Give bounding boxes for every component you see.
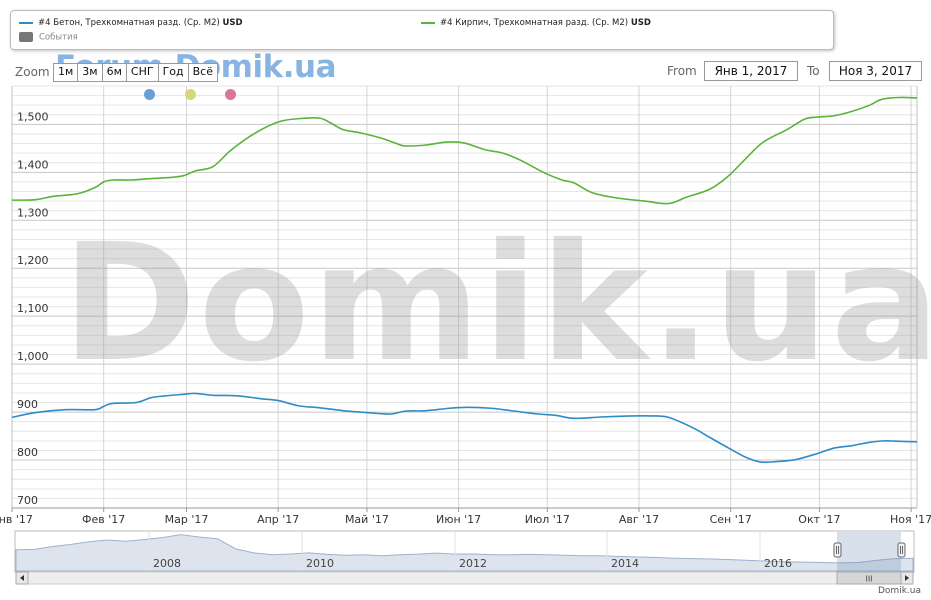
navigator-year-label: 2008	[153, 557, 181, 570]
credit-label[interactable]: Domik.ua	[878, 586, 921, 596]
x-tick-label: Май '17	[345, 513, 389, 526]
series-line-kirpich	[11, 96, 918, 205]
zoom-label: Zoom	[15, 65, 50, 79]
y-tick-label: 700	[17, 494, 38, 507]
y-tick-label: 1,500	[17, 110, 49, 123]
watermark-center: Domik.ua	[62, 210, 931, 398]
legend-unit-beton: USD	[222, 18, 243, 28]
arrow-right-icon	[905, 575, 909, 581]
events-label: События	[39, 32, 78, 43]
x-tick-label: Янв '17	[0, 513, 33, 526]
navigator-year-label: 2012	[459, 557, 487, 570]
zoom-year-button[interactable]: Год	[159, 64, 189, 81]
events-swatch	[19, 32, 33, 42]
x-tick-label: Апр '17	[257, 513, 299, 526]
from-date-input[interactable]: Янв 1, 2017	[704, 61, 798, 81]
legend-line-kirpich	[421, 21, 435, 24]
to-label: To	[807, 64, 820, 78]
navigator-handle-right[interactable]	[897, 542, 906, 558]
x-tick-label: Июл '17	[525, 513, 570, 526]
legend-line-beton	[19, 21, 33, 24]
y-tick-label: 900	[17, 398, 38, 411]
legend-item-events[interactable]: События	[19, 32, 78, 43]
y-tick-label: 1,100	[17, 302, 49, 315]
zoom-buttons: 1м 3м 6м СНГ Год Всё	[53, 63, 218, 82]
y-tick-label: 1,400	[17, 158, 49, 171]
event-dot-yellow[interactable]	[185, 89, 196, 100]
navigator-year-label: 2010	[306, 557, 334, 570]
legend-unit-kirpich: USD	[630, 18, 651, 28]
scrollbar-track	[15, 571, 914, 585]
x-tick-label: Июн '17	[436, 513, 481, 526]
arrow-left-icon	[20, 575, 24, 581]
to-date-input[interactable]: Ноя 3, 2017	[829, 61, 922, 81]
navigator-handle-left[interactable]	[833, 542, 842, 558]
y-tick-label: 800	[17, 446, 38, 459]
legend: #4 Бетон, Трехкомнатная разд. (Ср. М2) U…	[10, 10, 834, 50]
x-tick-label: Авг '17	[619, 513, 659, 526]
navigator-series-area	[15, 534, 914, 572]
zoom-6m-button[interactable]: 6м	[103, 64, 127, 81]
navigator-year-label: 2016	[764, 557, 792, 570]
y-tick-labels: 700 800 900 1,000 1,100 1,200 1,300 1,400 1,500	[17, 110, 49, 507]
from-label: From	[667, 64, 697, 78]
zoom-all-button[interactable]: Всё	[192, 65, 213, 78]
x-tick-labels: Янв '17 Фев '17 Мар '17 Апр '17 Май '17 Июн '…	[0, 508, 931, 526]
scrollbar-grip: III	[865, 575, 872, 584]
series-layer	[11, 96, 918, 464]
event-dot-blue[interactable]	[144, 89, 155, 100]
y-tick-label: 1,200	[17, 254, 49, 267]
navigator-selection[interactable]	[837, 532, 901, 571]
x-tick-label: Фев '17	[82, 513, 125, 526]
y-tick-label: 1,000	[17, 350, 49, 363]
legend-item-beton[interactable]: #4 Бетон, Трехкомнатная разд. (Ср. М2) U…	[19, 18, 243, 28]
zoom-1m-button[interactable]: 1м	[54, 64, 79, 81]
plot-grid	[11, 85, 918, 509]
zoom-ytd-button[interactable]: СНГ	[127, 64, 159, 81]
navigator-year-label: 2014	[611, 557, 639, 570]
zoom-3m-button[interactable]: 3м	[78, 64, 103, 81]
navigator: 2008 2010 2012 2014 2016 III	[14, 530, 915, 585]
y-tick-label: 1,300	[17, 206, 49, 219]
event-dot-pink[interactable]	[225, 89, 236, 100]
x-tick-label: Ноя '17	[890, 513, 931, 526]
x-tick-label: Мар '17	[165, 513, 209, 526]
x-tick-label: Сен '17	[710, 513, 752, 526]
legend-label-beton: #4 Бетон, Трехкомнатная разд. (Ср. М2)	[38, 18, 220, 28]
series-line-beton	[11, 392, 918, 464]
x-tick-label: Окт '17	[798, 513, 840, 526]
legend-item-kirpich[interactable]: #4 Кирпич, Трехкомнатная разд. (Ср. М2) …	[421, 18, 651, 28]
legend-label-kirpich: #4 Кирпич, Трехкомнатная разд. (Ср. М2)	[440, 18, 629, 28]
